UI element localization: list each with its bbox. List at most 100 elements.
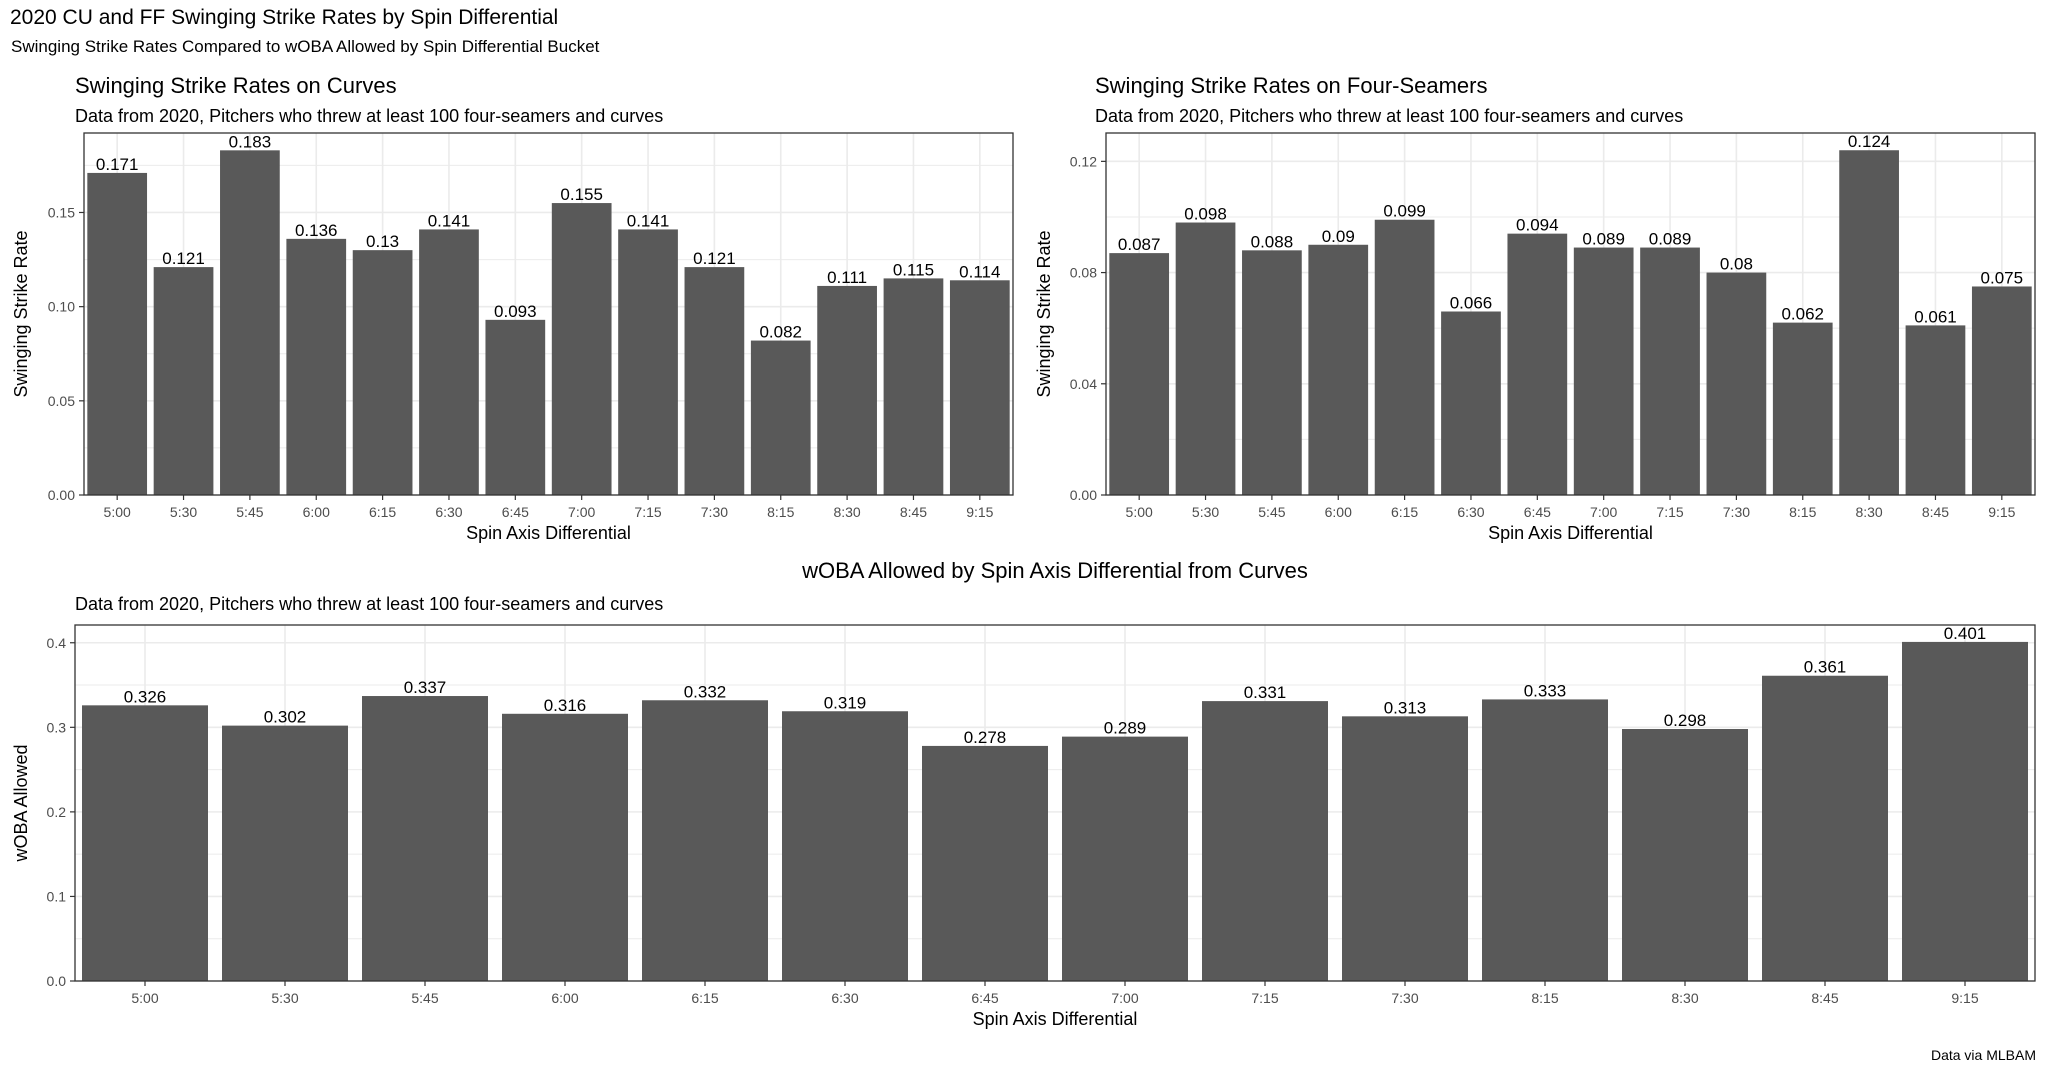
- x-tick-label: 8:15: [1531, 990, 1558, 1006]
- bar-value-label: 0.13: [366, 232, 399, 251]
- x-tick-label: 8:30: [1671, 990, 1698, 1006]
- bar-value-label: 0.111: [827, 268, 867, 287]
- bar: [352, 250, 413, 495]
- bar-value-label: 0.062: [1781, 305, 1824, 324]
- bar: [419, 229, 479, 496]
- y-tick-label: 0.00: [48, 487, 75, 503]
- panel-title: Swinging Strike Rates on Curves: [75, 73, 397, 98]
- x-axis-title: Spin Axis Differential: [973, 1009, 1138, 1029]
- bar-value-label: 0.082: [759, 323, 802, 342]
- bar: [1839, 150, 1899, 495]
- x-tick-label: 6:45: [1524, 504, 1551, 520]
- panel-border: [74, 624, 2036, 982]
- bar: [817, 285, 877, 495]
- bar: [1573, 247, 1634, 495]
- x-tick-label: 6:15: [1391, 504, 1418, 520]
- bar-value-label: 0.278: [964, 728, 1007, 747]
- bar: [1905, 325, 1966, 495]
- x-tick-label: 7:30: [1391, 990, 1418, 1006]
- bar: [642, 700, 768, 981]
- bar: [1342, 716, 1468, 981]
- bar-value-label: 0.098: [1184, 205, 1227, 224]
- bar: [1640, 247, 1700, 495]
- bar-value-label: 0.401: [1944, 624, 1987, 643]
- x-tick-label: 7:00: [1111, 990, 1138, 1006]
- x-tick-label: 6:00: [551, 990, 578, 1006]
- bar: [1374, 219, 1435, 496]
- x-tick-label: 6:45: [971, 990, 998, 1006]
- bar: [153, 267, 214, 495]
- bar: [1441, 311, 1501, 495]
- bar-value-label: 0.298: [1664, 711, 1707, 730]
- x-tick-label: 5:00: [104, 504, 131, 520]
- y-tick-label: 0.0: [47, 973, 67, 989]
- bar: [1622, 729, 1748, 981]
- bar: [883, 278, 944, 495]
- x-tick-label: 7:00: [1590, 504, 1617, 520]
- x-tick-label: 7:30: [701, 504, 728, 520]
- bar-value-label: 0.089: [1582, 230, 1625, 249]
- bar-value-label: 0.099: [1383, 202, 1426, 221]
- x-tick-label: 6:15: [691, 990, 718, 1006]
- bar: [1308, 244, 1369, 495]
- y-tick-label: 0.10: [48, 299, 75, 315]
- bar-value-label: 0.333: [1524, 681, 1567, 700]
- bar: [222, 725, 348, 981]
- bar-value-label: 0.326: [124, 687, 167, 706]
- panel-subtitle: Data from 2020, Pitchers who threw at le…: [75, 594, 663, 614]
- bar: [684, 267, 745, 495]
- x-tick-label: 6:45: [502, 504, 529, 520]
- bar: [618, 229, 678, 496]
- panel-title: Swinging Strike Rates on Four-Seamers: [1095, 73, 1488, 98]
- x-tick-label: 8:15: [1789, 504, 1816, 520]
- bar-value-label: 0.121: [693, 249, 736, 268]
- x-tick-label: 9:15: [1951, 990, 1978, 1006]
- x-tick-label: 6:00: [1325, 504, 1352, 520]
- bar: [1202, 701, 1328, 981]
- bar-value-label: 0.087: [1118, 235, 1161, 254]
- bar: [1762, 675, 1888, 981]
- bar-value-label: 0.337: [404, 678, 447, 697]
- x-axis-title: Spin Axis Differential: [1488, 523, 1653, 543]
- x-tick-label: 8:15: [767, 504, 794, 520]
- y-tick-label: 0.1: [47, 888, 67, 904]
- bar: [949, 280, 1010, 495]
- bar: [1902, 641, 2028, 981]
- x-tick-label: 8:30: [833, 504, 860, 520]
- bar-value-label: 0.09: [1322, 227, 1355, 246]
- bar: [1772, 322, 1833, 495]
- bar: [286, 238, 347, 495]
- woba-curves-panel: wOBA Allowed by Spin Axis Differential f…: [11, 558, 2036, 1029]
- bar-value-label: 0.124: [1848, 132, 1891, 151]
- y-axis-title: Swinging Strike Rate: [11, 230, 31, 397]
- bar-value-label: 0.319: [824, 693, 867, 712]
- bar-value-label: 0.115: [893, 260, 934, 279]
- x-tick-label: 7:15: [1656, 504, 1683, 520]
- bar-value-label: 0.141: [627, 211, 670, 230]
- x-tick-label: 5:30: [170, 504, 197, 520]
- figure-title: 2020 CU and FF Swinging Strike Rates by …: [10, 6, 558, 29]
- bar: [551, 203, 612, 495]
- bar-value-label: 0.155: [560, 185, 603, 204]
- x-tick-label: 9:15: [1988, 504, 2015, 520]
- y-axis-title: wOBA Allowed: [11, 744, 31, 862]
- bar: [82, 705, 208, 981]
- x-tick-label: 9:15: [966, 504, 993, 520]
- x-tick-label: 8:45: [1811, 990, 1838, 1006]
- bar-value-label: 0.136: [295, 221, 338, 240]
- bar-value-label: 0.302: [264, 708, 307, 727]
- y-tick-label: 0.2: [47, 804, 67, 820]
- x-tick-label: 7:15: [634, 504, 661, 520]
- curves-swstr-panel: Swinging Strike Rates on Curves Data from…: [11, 73, 1014, 543]
- x-tick-label: 5:45: [411, 990, 438, 1006]
- y-tick-label: 0.15: [48, 204, 75, 220]
- x-tick-label: 6:15: [369, 504, 396, 520]
- bar: [87, 172, 148, 495]
- y-tick-label: 0.3: [47, 719, 67, 735]
- bar-value-label: 0.075: [1981, 268, 2024, 287]
- bar-value-label: 0.316: [544, 696, 587, 715]
- y-tick-label: 0.4: [47, 635, 67, 651]
- bar: [220, 150, 280, 495]
- y-tick-label: 0.05: [48, 393, 75, 409]
